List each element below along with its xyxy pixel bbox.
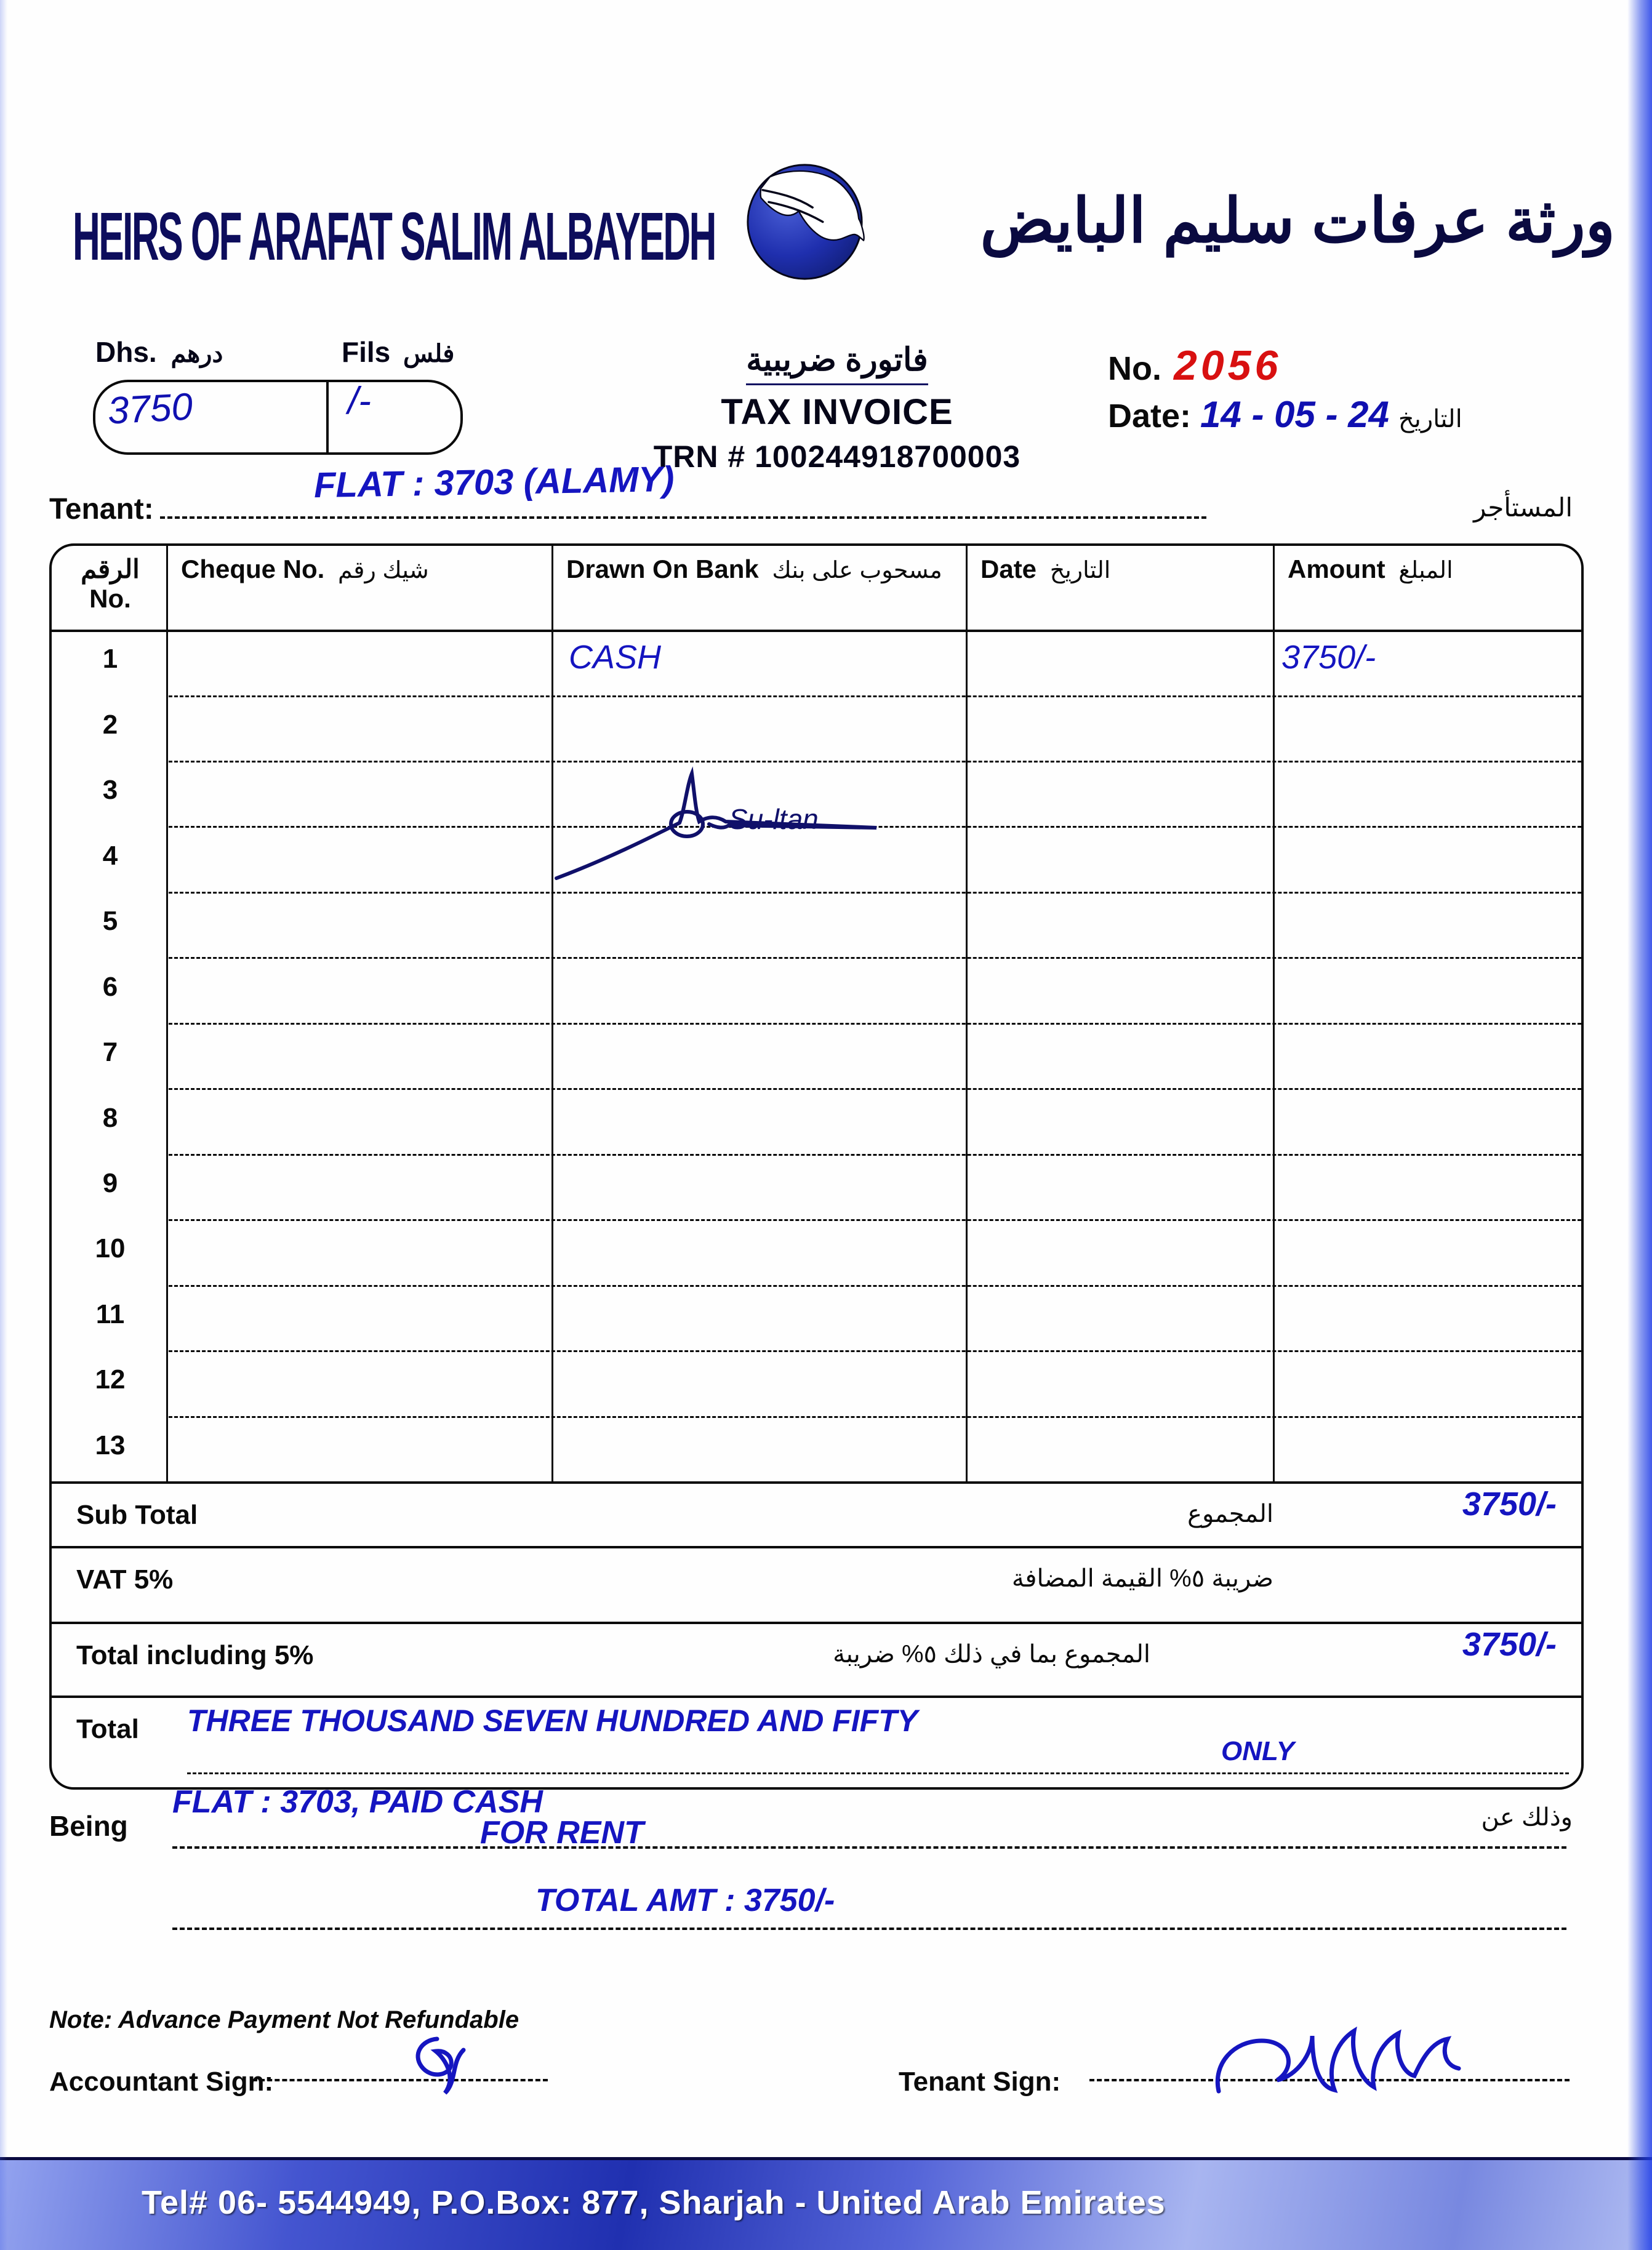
svg-text:Su-ltan: Su-ltan — [729, 803, 819, 835]
